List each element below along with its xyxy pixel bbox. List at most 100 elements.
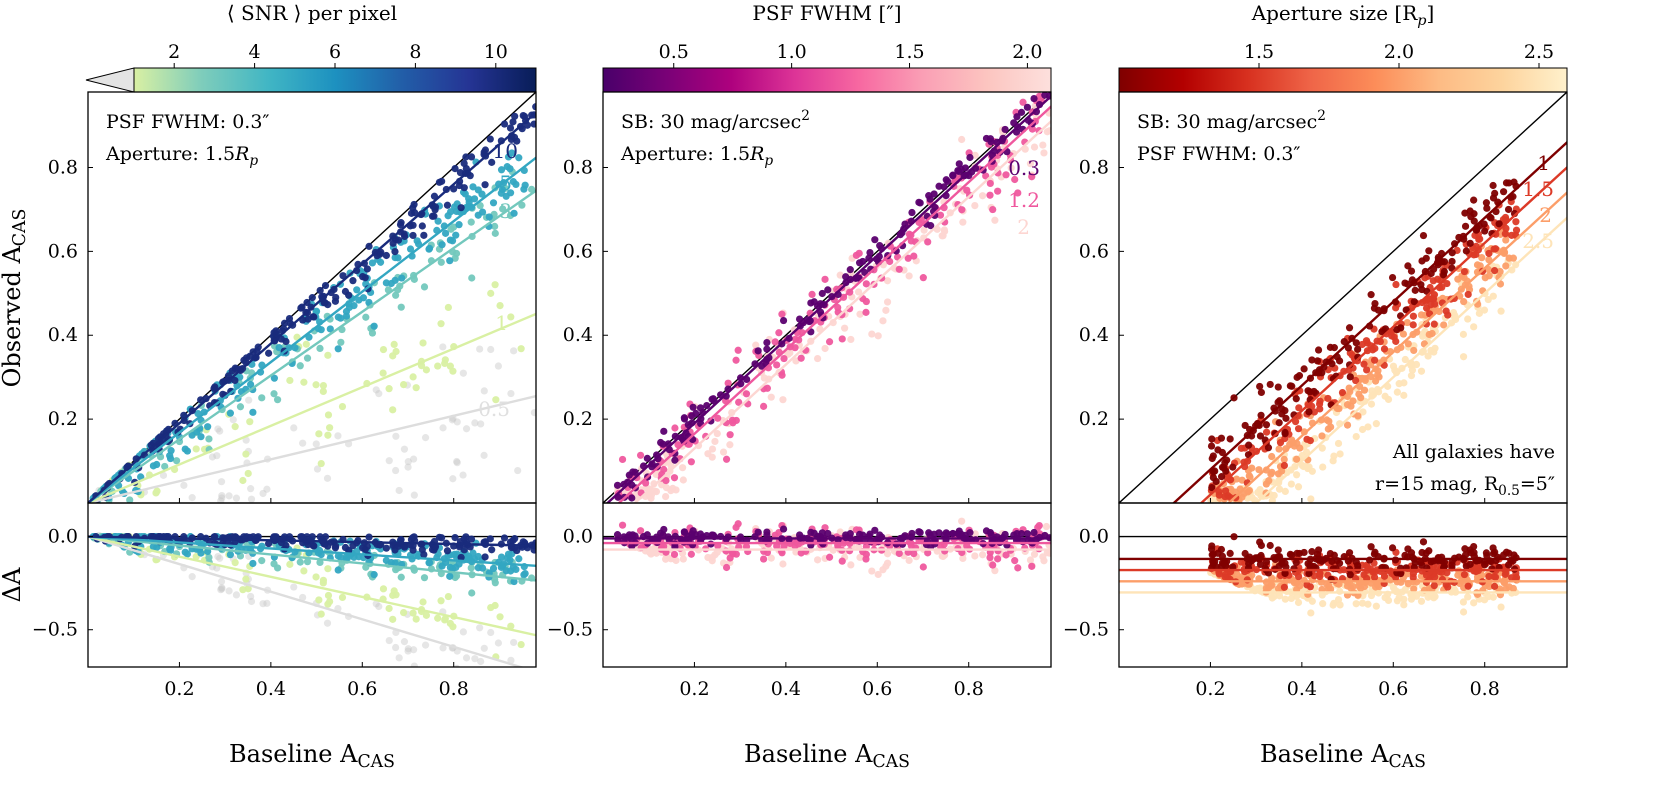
colorbar-tick-label: 4 [249, 41, 261, 63]
data-point [419, 339, 427, 347]
data-point [648, 460, 656, 468]
data-point [936, 211, 945, 219]
panel-annotation-part: Aperture: 1.5 [105, 143, 235, 165]
y-axis-label: Observed ACAS [0, 209, 30, 388]
main-plot-area [88, 92, 536, 503]
residual-point [1489, 593, 1497, 601]
residual-point [409, 609, 417, 617]
data-point [496, 302, 504, 310]
residual-point [883, 559, 892, 567]
residual-point [297, 533, 305, 541]
data-point [1288, 436, 1296, 444]
data-point [319, 381, 328, 390]
data-point [1448, 249, 1456, 257]
data-point [915, 218, 923, 227]
residual-point [1262, 584, 1270, 592]
data-point [779, 316, 788, 325]
data-point [1305, 408, 1313, 416]
residual-point [477, 657, 485, 666]
data-point [331, 297, 340, 305]
data-point [323, 474, 332, 482]
data-point [1358, 340, 1366, 349]
fit-line [605, 94, 1051, 503]
data-point [1399, 330, 1408, 338]
data-point [514, 466, 522, 475]
data-point [1407, 267, 1416, 275]
data-point [1274, 383, 1282, 391]
data-point [317, 459, 325, 468]
data-point [767, 393, 775, 401]
colorbar [602, 67, 1052, 93]
data-point [688, 412, 696, 420]
data-point [321, 299, 329, 307]
data-point [441, 229, 450, 237]
data-point [153, 460, 161, 469]
data-point [955, 160, 963, 168]
residual-point [444, 592, 452, 601]
residual-point [1357, 584, 1365, 592]
data-point [392, 291, 400, 299]
residual-point [966, 529, 974, 537]
data-point [763, 338, 771, 347]
data-point [509, 118, 517, 126]
residual-point [460, 535, 468, 543]
data-point [1286, 382, 1294, 390]
data-point [1313, 357, 1322, 365]
residual-point [437, 597, 445, 605]
data-point [1419, 231, 1428, 240]
data-point [955, 167, 963, 176]
data-point [398, 274, 406, 282]
data-point [613, 481, 622, 489]
data-point [321, 281, 330, 290]
data-point [166, 452, 174, 460]
residual-point [866, 530, 874, 538]
residual-point [825, 553, 834, 561]
residual-point [258, 557, 266, 565]
data-point [1417, 311, 1426, 319]
data-point [299, 439, 307, 447]
data-point [696, 404, 705, 412]
y-tick-label: 0.6 [48, 240, 78, 262]
series-label: 5 [499, 171, 512, 195]
data-point [303, 354, 312, 362]
data-point [1347, 402, 1355, 410]
residual-point [1034, 523, 1042, 531]
data-point [868, 330, 876, 338]
data-point [771, 338, 779, 346]
residual-point [1358, 599, 1367, 607]
data-point [183, 447, 192, 455]
colorbar-extend-arrow [85, 67, 135, 93]
data-point [449, 223, 458, 231]
data-point [428, 212, 437, 220]
data-point [421, 434, 430, 442]
colorbar-tick-label: 10 [484, 41, 508, 63]
data-point [1336, 450, 1344, 458]
residual-point [407, 536, 416, 544]
fit-line [1254, 216, 1567, 503]
data-point [754, 347, 762, 355]
residual-point [1221, 573, 1229, 581]
residual-point [1209, 560, 1217, 568]
residual-point [183, 550, 192, 558]
data-point [326, 424, 334, 432]
panel-annotation-part: 2 [1317, 108, 1326, 124]
data-point [679, 464, 687, 472]
data-point [500, 120, 509, 128]
data-point [1217, 434, 1226, 442]
residual-point [1422, 571, 1431, 579]
residual-point [1266, 541, 1274, 550]
residual-point [443, 547, 452, 555]
residual-point [1491, 548, 1499, 556]
data-point [1483, 204, 1491, 212]
data-point [382, 279, 390, 287]
residual-point [1262, 558, 1271, 566]
residual-point [1418, 548, 1426, 557]
data-point [448, 237, 457, 245]
data-point [618, 455, 627, 464]
colorbar-tick-label: 6 [329, 41, 341, 63]
data-point [1335, 404, 1343, 413]
residual-point [1294, 598, 1303, 607]
residual-point [1241, 549, 1249, 558]
fit-line [633, 119, 1051, 503]
